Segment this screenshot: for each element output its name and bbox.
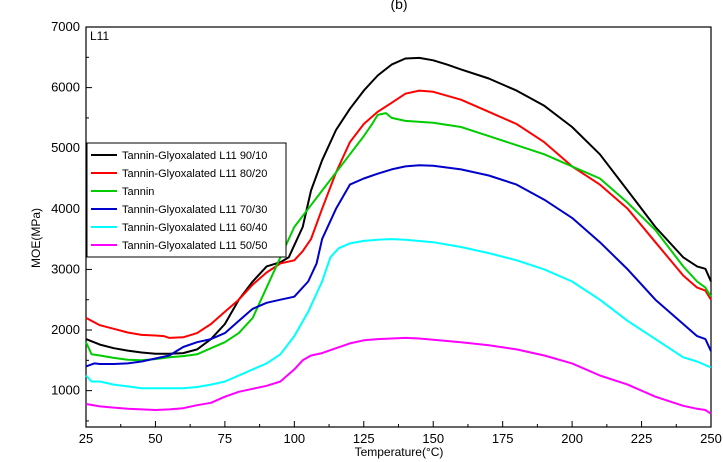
- chart-annotation: L11: [90, 29, 109, 43]
- series-line: [85, 89, 712, 339]
- x-tick-label: 150: [422, 431, 444, 446]
- y-tick-label: 6000: [51, 80, 80, 95]
- x-tick-label: 25: [79, 431, 93, 446]
- legend-entry: Tannin-Glyoxalated L11 70/30: [122, 204, 267, 216]
- y-tick-label: 2000: [51, 322, 80, 337]
- y-tick-label: 5000: [51, 140, 80, 155]
- legend-entry: Tannin-Glyoxalated L11 80/20: [122, 168, 267, 180]
- x-axis-title: Temperature(°C): [355, 445, 444, 459]
- y-axis-title: MOE(MPa): [29, 208, 43, 268]
- legend: Tannin-Glyoxalated L11 90/10 Tannin-Glyox…: [86, 142, 287, 258]
- series-lines: [85, 56, 712, 415]
- y-tick-label: 4000: [51, 201, 80, 216]
- y-tick-label: 7000: [51, 19, 80, 34]
- series-line: [85, 56, 712, 355]
- plot-axes: 25 50 75 100 125 150 175 200 225 250 1000 2000 3000 4…: [51, 19, 722, 446]
- x-tick-label: 225: [631, 431, 653, 446]
- x-tick-label: 250: [700, 431, 722, 446]
- panel-label: (b): [390, 0, 407, 12]
- legend-entry: Tannin-Glyoxalated L11 60/40: [122, 222, 267, 234]
- series-line: [85, 238, 712, 390]
- x-tick-label: 200: [561, 431, 583, 446]
- x-tick-label: 100: [283, 431, 305, 446]
- legend-entry: Tannin-Glyoxalated L11 50/50: [122, 240, 267, 252]
- y-tick-label: 1000: [51, 383, 80, 398]
- x-tick-label: 175: [492, 431, 514, 446]
- y-tick-label: 3000: [51, 261, 80, 276]
- x-tick-label: 75: [218, 431, 232, 446]
- legend-box: [86, 142, 287, 258]
- series-line: [85, 164, 712, 368]
- x-tick-label: 125: [353, 431, 375, 446]
- legend-entry: Tannin: [122, 186, 154, 198]
- series-line: [85, 112, 712, 362]
- series-line: [85, 336, 712, 415]
- x-tick-label: 50: [148, 431, 162, 446]
- legend-entry: Tannin-Glyoxalated L11 90/10: [122, 150, 267, 162]
